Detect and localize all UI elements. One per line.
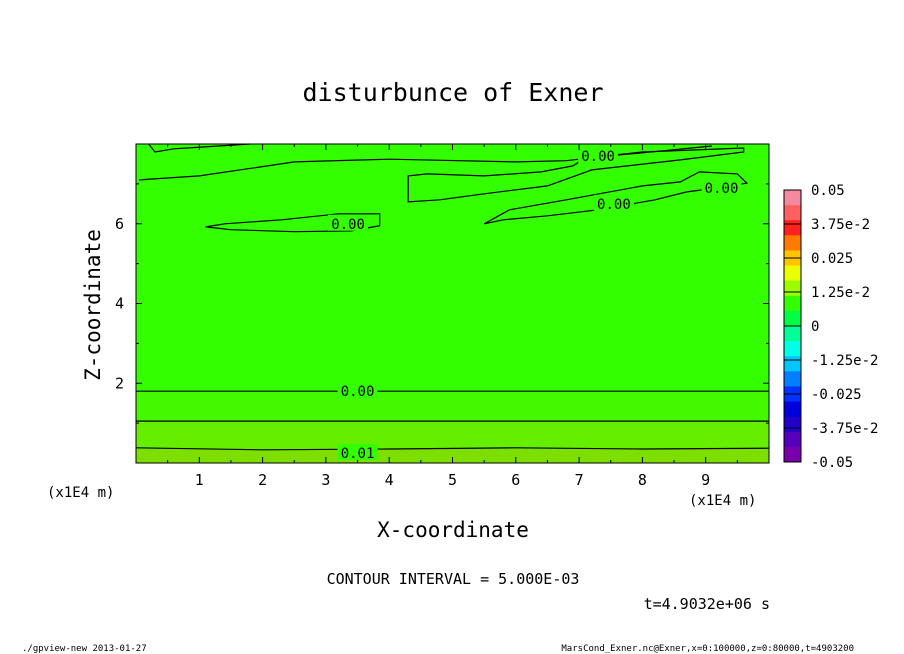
colorbar-swatch [784, 280, 801, 297]
x-tick-label: 2 [258, 471, 267, 489]
x-tick-label: 4 [385, 471, 394, 489]
colorbar-label: 1.25e-2 [811, 285, 870, 301]
x-axis-unit: (x1E4 m) [689, 493, 756, 509]
contour-line [205, 213, 381, 233]
colorbar-swatch [784, 205, 801, 221]
colorbar-swatch [784, 235, 801, 251]
contour-label: 0.00 [581, 149, 615, 165]
plot-area: 0.00 0.00 0.00 0.00 0.00 0.01 1 2 3 4 5 6 7 8 9 2 4 6 [115, 143, 770, 489]
x-tick-label: 7 [575, 471, 584, 489]
contour-label: 0.00 [705, 181, 739, 197]
y-tick-label: 6 [115, 215, 124, 233]
x-tick-label: 9 [701, 471, 710, 489]
colorbar-swatch [784, 446, 801, 463]
colorbar-swatch [784, 371, 801, 387]
contour-label-bg [328, 214, 369, 231]
contour-interval-text: CONTOUR INTERVAL = 5.000E-03 [327, 570, 580, 588]
contour-line [148, 143, 250, 153]
y-axis-ticks: 2 4 6 [115, 183, 769, 424]
colorbar-label: 0.025 [811, 251, 853, 267]
y-axis-unit: (x1E4 m) [47, 485, 114, 501]
contour-line [483, 171, 749, 225]
colorbar-label: -3.75e-2 [811, 421, 878, 437]
y-axis-title: Z-coordinate [81, 229, 105, 381]
contour-label: 0.00 [597, 197, 631, 213]
colorbar-swatch [784, 265, 801, 282]
colorbar-label: -0.05 [811, 455, 853, 471]
contour-label-bg [701, 178, 742, 195]
colorbar-label: 0.05 [811, 183, 845, 199]
colorbar-swatch [784, 416, 801, 433]
colorbar-swatch [784, 190, 801, 206]
x-tick-label: 5 [448, 471, 457, 489]
colorbar-swatch [784, 401, 801, 418]
contour-label-bg [337, 444, 378, 461]
field-band-3 [136, 449, 769, 463]
colorbar-label: 3.75e-2 [811, 217, 870, 233]
field-band-2 [136, 421, 769, 450]
contour-label-bg [337, 382, 378, 399]
x-axis-title: X-coordinate [377, 518, 529, 542]
colorbar-label: -0.025 [811, 387, 862, 403]
contour-lines [135, 143, 770, 451]
colorbar-label: 0 [811, 319, 819, 335]
colorbar-swatch [784, 220, 801, 236]
y-tick-label: 4 [115, 295, 124, 313]
contour-labels: 0.00 0.00 0.00 0.00 0.00 0.01 [328, 146, 742, 462]
footer-right: MarsCond_Exner.nc@Exner,x=0:100000,z=0:8… [561, 644, 854, 654]
x-axis-ticks: 1 2 3 4 5 6 7 8 9 [167, 144, 738, 489]
x-tick-label: 3 [321, 471, 330, 489]
x-tick-label: 6 [511, 471, 520, 489]
contour-label-bg [578, 146, 619, 163]
colorbar-swatch [784, 326, 801, 342]
footer-left: ./gpview-new 2013-01-27 [22, 644, 147, 654]
colorbar-swatch [784, 431, 801, 448]
colorbar-swatch [784, 341, 801, 357]
x-tick-label: 1 [195, 471, 204, 489]
colorbar-swatch [784, 310, 801, 327]
colorbar-swatch [784, 356, 801, 372]
y-tick-label: 2 [115, 374, 124, 392]
time-text: t=4.9032e+06 s [644, 595, 770, 613]
contour-label: 0.00 [341, 384, 375, 400]
colorbar: 0.05 3.75e-2 0.025 1.25e-2 0 -1.25e-2 -0.025 -3… [783, 183, 878, 471]
contour-line [135, 447, 770, 451]
colorbar-label: -1.25e-2 [811, 353, 878, 369]
contour-label: 0.00 [331, 217, 365, 233]
chart-title: disturbunce of Exner [302, 78, 603, 107]
contour-line [407, 147, 745, 203]
field-band-1 [136, 391, 769, 422]
contour-label-bg [593, 194, 634, 211]
x-tick-label: 8 [638, 471, 647, 489]
colorbar-swatch [784, 295, 801, 312]
contour-label: 0.01 [341, 446, 375, 462]
